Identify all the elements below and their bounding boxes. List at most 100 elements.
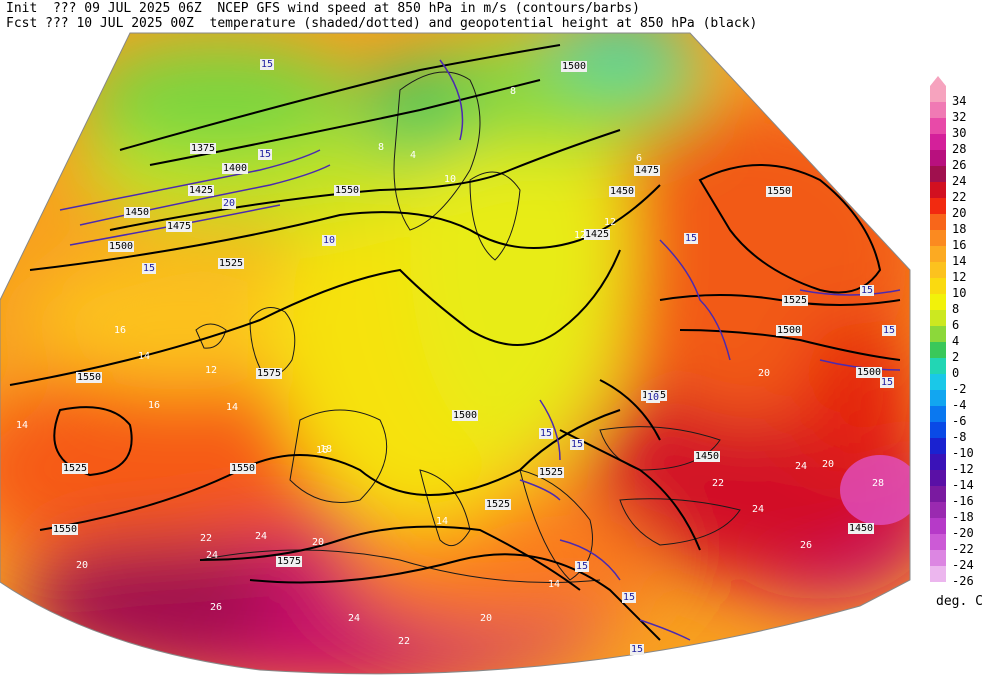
temperature-label: 24 <box>348 613 361 624</box>
height-label: 1550 <box>766 186 793 197</box>
legend-swatch <box>930 358 946 374</box>
height-label: 1450 <box>848 523 875 534</box>
legend-swatch <box>930 86 946 102</box>
legend-swatch <box>930 534 946 550</box>
temperature-label: 4 <box>410 150 417 161</box>
wind-label: 15 <box>684 233 699 244</box>
legend-swatch <box>930 326 946 342</box>
wind-label: 15 <box>142 263 157 274</box>
legend-swatch <box>930 246 946 262</box>
temperature-label: 26 <box>800 540 813 551</box>
temperature-label: 24 <box>255 531 268 542</box>
temperature-label: 12 <box>574 230 587 241</box>
temperature-label: 20 <box>76 560 89 571</box>
legend-label: -4 <box>952 398 967 412</box>
height-label: 1500 <box>776 325 803 336</box>
height-contours <box>9 44 901 641</box>
temperature-label: 14 <box>548 579 561 590</box>
legend-label: 12 <box>952 270 967 284</box>
temperature-label: 8 <box>510 86 517 97</box>
legend-swatch <box>930 230 946 246</box>
height-label: 1550 <box>334 185 361 196</box>
legend-label: -16 <box>952 494 974 508</box>
legend-swatch <box>930 518 946 534</box>
wind-label: 15 <box>539 428 554 439</box>
legend-label: 0 <box>952 366 960 380</box>
temperature-label: 16 <box>316 445 329 456</box>
legend-swatch <box>930 214 946 230</box>
height-label: 1500 <box>108 241 135 252</box>
legend-label: -20 <box>952 526 974 540</box>
temperature-label: 12 <box>604 217 617 228</box>
legend-label: 34 <box>952 94 967 108</box>
legend-label: 8 <box>952 302 960 316</box>
legend-swatch <box>930 198 946 214</box>
header-forecast-line: Fcst ??? 10 JUL 2025 00Z temperature (sh… <box>6 16 758 31</box>
wind-label: 10 <box>322 235 337 246</box>
legend-swatch <box>930 422 946 438</box>
legend-label: 26 <box>952 158 967 172</box>
legend-swatch <box>930 502 946 518</box>
height-label: 1550 <box>76 372 103 383</box>
temperature-label: 18 <box>320 444 333 455</box>
wind-label: 15 <box>882 325 897 336</box>
height-label: 1550 <box>52 524 79 535</box>
legend-label: -6 <box>952 414 967 428</box>
legend-swatch <box>930 406 946 422</box>
temperature-label: 12 <box>205 365 218 376</box>
temperature-label: 24 <box>752 504 765 515</box>
temperature-label: 28 <box>872 478 885 489</box>
legend-swatch <box>930 374 946 390</box>
legend-swatch <box>930 550 946 566</box>
temperature-label: 14 <box>16 420 29 431</box>
legend-swatch <box>930 150 946 166</box>
height-label: 1550 <box>230 463 257 474</box>
temperature-label: 26 <box>210 602 223 613</box>
wind-label: 15 <box>575 561 590 572</box>
legend-swatch <box>930 438 946 454</box>
legend-label: 28 <box>952 142 967 156</box>
temperature-label: 8 <box>378 142 385 153</box>
legend-label: 14 <box>952 254 967 268</box>
height-label: 1400 <box>222 163 249 174</box>
wind-label: 15 <box>630 644 645 655</box>
temperature-label: 16 <box>114 325 127 336</box>
temperature-label: 14 <box>138 351 151 362</box>
legend-swatch <box>930 566 946 582</box>
legend-swatch <box>930 294 946 310</box>
temperature-label: 14 <box>436 516 449 527</box>
legend-swatch <box>930 166 946 182</box>
legend-swatch <box>930 342 946 358</box>
legend-label: 20 <box>952 206 967 220</box>
header-init-line: Init ??? 09 JUL 2025 06Z NCEP GFS wind s… <box>6 1 640 16</box>
height-label: 1525 <box>485 499 512 510</box>
legend-label: -26 <box>952 574 974 588</box>
legend-label: -24 <box>952 558 974 572</box>
height-label: 1500 <box>452 410 479 421</box>
legend-swatch <box>930 262 946 278</box>
legend-label: -8 <box>952 430 967 444</box>
temperature-label: 24 <box>795 461 808 472</box>
legend-swatch <box>930 134 946 150</box>
legend-label: 6 <box>952 318 960 332</box>
temperature-label: 20 <box>480 613 493 624</box>
height-label: 1500 <box>561 61 588 72</box>
height-label: 1500 <box>856 367 883 378</box>
temperature-label: 24 <box>206 550 219 561</box>
wind-label: 15 <box>258 149 273 160</box>
legend-swatch <box>930 310 946 326</box>
height-label: 1450 <box>609 186 636 197</box>
legend-label: 30 <box>952 126 967 140</box>
legend-swatch <box>930 470 946 486</box>
legend-label: -18 <box>952 510 974 524</box>
legend-label: -14 <box>952 478 974 492</box>
legend-swatch <box>930 486 946 502</box>
temperature-label: 16 <box>148 400 161 411</box>
wind-contours <box>59 59 901 641</box>
height-label: 1375 <box>190 143 217 154</box>
wind-label: 20 <box>222 198 237 209</box>
height-label: 1525 <box>538 467 565 478</box>
legend-swatch <box>930 118 946 134</box>
